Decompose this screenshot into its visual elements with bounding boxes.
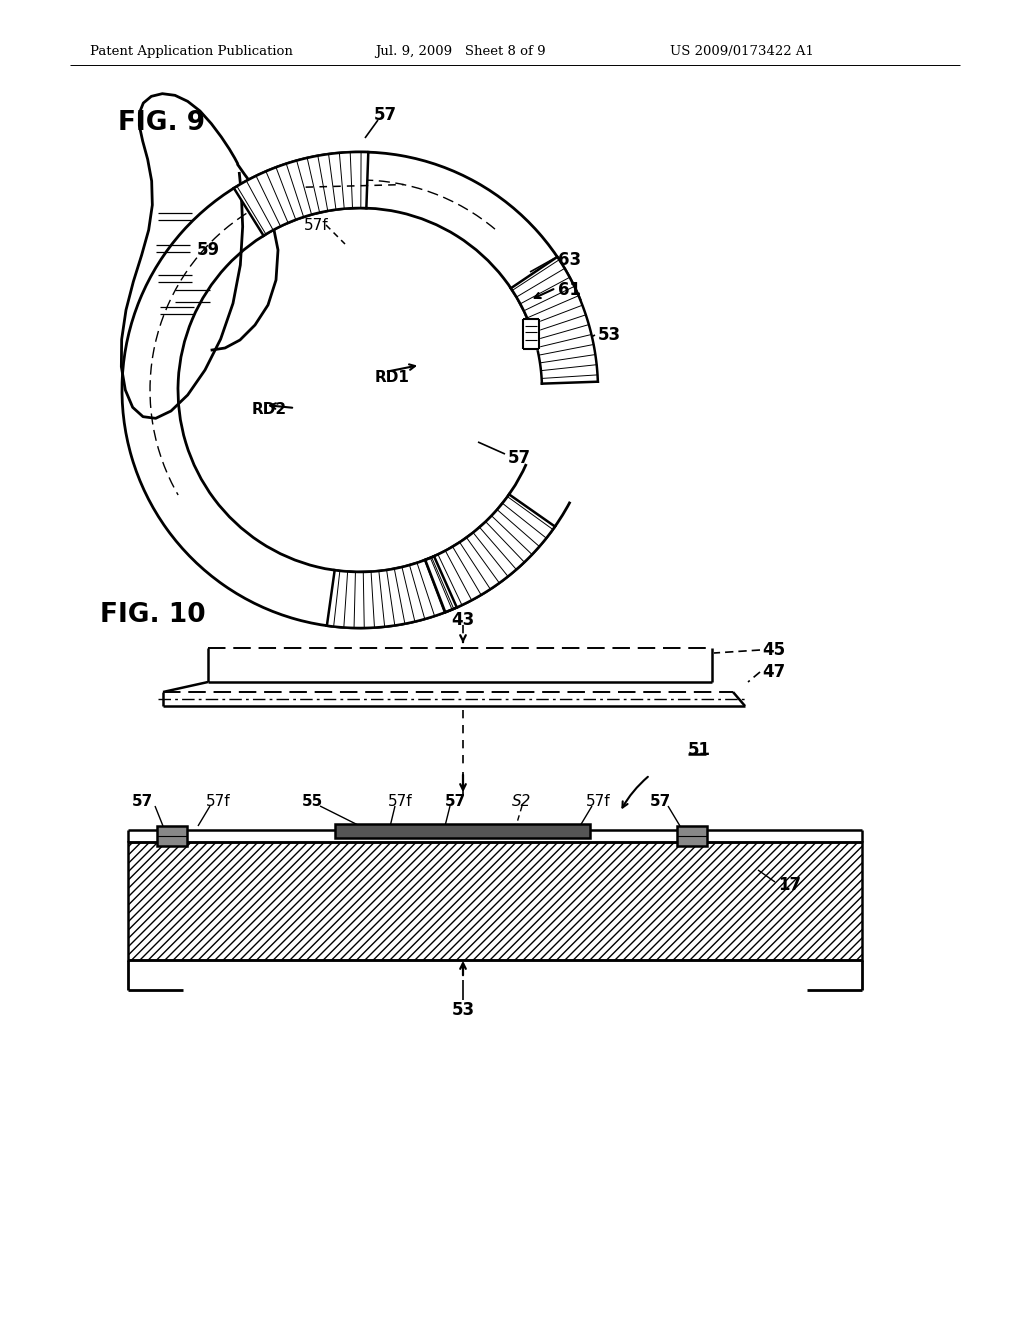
Bar — [335, 824, 590, 838]
Text: FIG. 9: FIG. 9 — [118, 110, 205, 136]
Text: 57: 57 — [131, 795, 153, 809]
Text: 17: 17 — [778, 876, 801, 894]
Text: 51: 51 — [688, 741, 711, 759]
Text: US 2009/0173422 A1: US 2009/0173422 A1 — [670, 45, 814, 58]
Text: 53: 53 — [452, 1001, 474, 1019]
Text: 53: 53 — [598, 326, 622, 345]
Bar — [128, 842, 862, 960]
Polygon shape — [523, 319, 540, 350]
Text: Patent Application Publication: Patent Application Publication — [90, 45, 293, 58]
Text: 57: 57 — [649, 795, 671, 809]
Text: 61: 61 — [558, 281, 581, 300]
Text: 47: 47 — [762, 663, 785, 681]
Text: 57: 57 — [374, 106, 396, 124]
Polygon shape — [425, 495, 555, 612]
Text: 43: 43 — [452, 611, 475, 630]
Bar — [677, 826, 707, 846]
Text: 63: 63 — [558, 251, 582, 269]
Polygon shape — [511, 257, 598, 384]
Text: RD2: RD2 — [252, 403, 287, 417]
Text: S2: S2 — [512, 795, 531, 809]
Text: FIG. 10: FIG. 10 — [100, 602, 206, 628]
Text: 57: 57 — [508, 449, 531, 467]
Text: 57f: 57f — [206, 795, 230, 809]
Text: Jul. 9, 2009   Sheet 8 of 9: Jul. 9, 2009 Sheet 8 of 9 — [375, 45, 546, 58]
Text: 57: 57 — [444, 795, 466, 809]
Text: 59: 59 — [197, 242, 219, 259]
Text: 57f: 57f — [304, 218, 329, 232]
Text: 57f: 57f — [388, 795, 413, 809]
Text: 57f: 57f — [586, 795, 610, 809]
Polygon shape — [233, 152, 369, 236]
Bar — [157, 826, 187, 846]
Polygon shape — [327, 556, 457, 628]
Text: 55: 55 — [301, 795, 323, 809]
Text: RD1: RD1 — [375, 371, 410, 385]
Text: 45: 45 — [762, 642, 785, 659]
